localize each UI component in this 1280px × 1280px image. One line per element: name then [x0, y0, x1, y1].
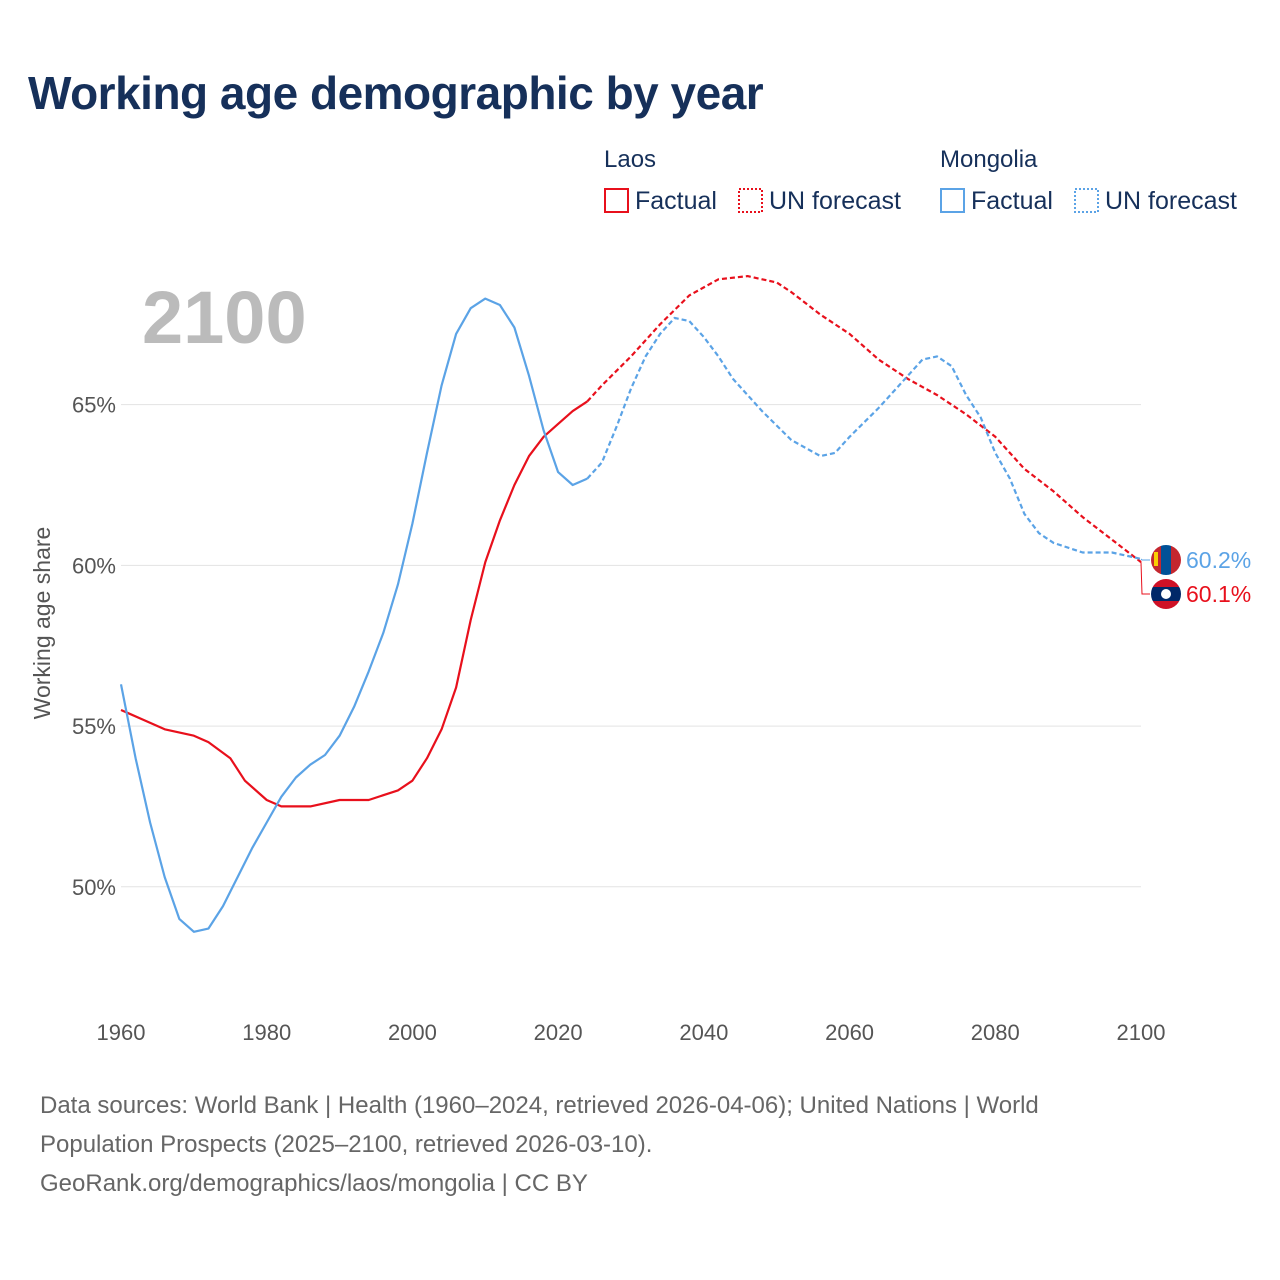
end-connector-mongolia [1140, 558, 1150, 561]
x-tick-label: 2040 [679, 1020, 728, 1045]
y-tick-label: 65% [72, 393, 116, 418]
gridlines [121, 404, 1141, 888]
y-tick-label: 50% [72, 875, 116, 900]
legend[interactable]: Laos Factual UN forecast Mongolia Factua… [604, 146, 1237, 215]
legend-label-mongolia-forecast[interactable]: UN forecast [1105, 187, 1237, 215]
series-line-mongolia-factual[interactable] [119, 297, 588, 933]
current-year-label: 2100 [142, 276, 307, 359]
legend-swatch-mongolia-factual[interactable] [940, 188, 965, 213]
end-connector-laos [1140, 562, 1150, 595]
series-line-mongolia-forecast[interactable] [586, 316, 1142, 560]
x-tick-label: 2060 [825, 1020, 874, 1045]
legend-swatch-laos-forecast[interactable] [738, 188, 763, 213]
legend-label-laos-forecast[interactable]: UN forecast [769, 187, 901, 215]
legend-group-mongolia: Mongolia [940, 146, 1038, 173]
chart-title: Working age demographic by year [28, 67, 764, 119]
x-tick-label: 2000 [388, 1020, 437, 1045]
x-tick-label: 1960 [97, 1020, 146, 1045]
end-label-laos: 60.1% [1186, 581, 1251, 607]
x-tick-label: 2080 [971, 1020, 1020, 1045]
series-lines [119, 275, 1142, 933]
legend-group-laos: Laos [604, 146, 656, 173]
x-tick-label: 2100 [1117, 1020, 1166, 1045]
legend-swatch-laos-factual[interactable] [604, 188, 629, 213]
y-axis: 50% 55% 60% 65% [72, 393, 116, 900]
y-tick-label: 60% [72, 553, 116, 578]
legend-label-mongolia-factual[interactable]: Factual [971, 187, 1053, 215]
x-tick-label: 2020 [534, 1020, 583, 1045]
footer-credit[interactable]: GeoRank.org/demographics/laos/mongolia |… [40, 1170, 588, 1197]
end-labels: 60.2% 60.1% [1140, 545, 1251, 609]
legend-swatch-mongolia-forecast[interactable] [1074, 188, 1099, 213]
footer-sources-line2: Population Prospects (2025–2100, retriev… [40, 1131, 653, 1158]
x-axis: 1960 1980 2000 2020 2040 2060 2080 2100 [97, 1020, 1166, 1045]
end-label-mongolia: 60.2% [1186, 547, 1251, 573]
footer: Data sources: World Bank | Health (1960–… [40, 1086, 1240, 1203]
mongolia-flag-icon [1151, 545, 1181, 575]
legend-label-laos-factual[interactable]: Factual [635, 187, 717, 215]
laos-flag-icon [1151, 579, 1181, 609]
y-tick-label: 55% [72, 714, 116, 739]
series-line-laos-factual[interactable] [120, 400, 588, 808]
series-line-laos-forecast[interactable] [586, 275, 1142, 563]
y-axis-label: Working age share [29, 527, 55, 720]
x-tick-label: 1980 [242, 1020, 291, 1045]
footer-sources-line1: Data sources: World Bank | Health (1960–… [40, 1092, 1039, 1119]
